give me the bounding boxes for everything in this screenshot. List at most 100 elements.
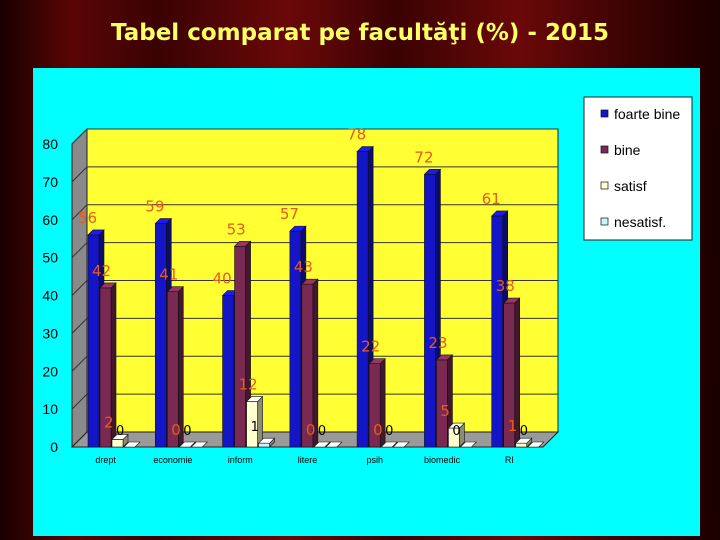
data-label: 42 — [92, 262, 111, 280]
y-tick-label: 70 — [42, 174, 58, 190]
bar-top — [514, 437, 533, 444]
y-tick-label: 80 — [42, 136, 58, 152]
data-label: 0 — [171, 421, 181, 439]
data-label: 40 — [213, 270, 232, 288]
bar-top — [99, 282, 117, 289]
bar-top — [166, 286, 185, 293]
bar-nesatisf-biomedic — [459, 441, 478, 448]
bar-nesatisf-ri — [526, 441, 545, 448]
bar-satisf-litere — [313, 441, 331, 448]
x-tick-label: psih — [367, 455, 384, 465]
data-label: 0 — [373, 421, 383, 439]
legend-swatch — [600, 181, 609, 190]
data-label: 5 — [440, 402, 450, 420]
legend-swatch — [600, 109, 609, 118]
data-label: 0 — [520, 424, 528, 439]
data-label: 59 — [145, 198, 164, 216]
bar-top — [87, 229, 105, 236]
y-tick-label: 0 — [50, 439, 58, 455]
bar-top — [380, 441, 398, 448]
y-tick-label: 10 — [42, 401, 58, 417]
bar-bine-litere — [301, 278, 319, 448]
data-label: 53 — [227, 220, 246, 238]
bar-top — [392, 441, 410, 448]
bar-top — [233, 240, 252, 247]
bar-bine-drept — [99, 282, 117, 448]
bar-satisf-inform — [245, 395, 264, 448]
x-tick-label: RI — [505, 455, 514, 465]
x-tick-label: inform — [228, 455, 253, 465]
bar-front — [515, 442, 528, 448]
gridline — [71, 317, 558, 334]
data-label: 0 — [318, 424, 326, 439]
data-label: 61 — [482, 190, 501, 208]
y-tick-label: 60 — [42, 212, 58, 228]
data-label: 0 — [452, 424, 460, 439]
data-label: 43 — [294, 258, 313, 276]
data-label: 22 — [361, 338, 380, 356]
bar-bine-psih — [368, 357, 386, 448]
data-label: 56 — [78, 209, 97, 227]
data-label: 38 — [496, 277, 515, 295]
data-label: 0 — [183, 424, 191, 439]
bar-top — [257, 437, 276, 444]
bar-satisf-biomedic — [447, 422, 466, 448]
bar-top — [190, 441, 209, 448]
bar-top — [301, 278, 319, 285]
legend-label: satisf — [614, 178, 647, 194]
bar-top — [313, 441, 331, 448]
bar-top — [123, 441, 141, 448]
data-label: 23 — [428, 334, 447, 352]
bar-nesatisf-drept — [123, 441, 141, 448]
bar-satisf-ri — [514, 437, 533, 448]
data-label: 1 — [251, 420, 259, 435]
y-tick-label: 40 — [42, 288, 58, 304]
bar-front — [491, 215, 504, 448]
bar-bine-economie — [166, 285, 185, 448]
data-label: 78 — [347, 126, 366, 144]
y-tick-label: 30 — [42, 325, 58, 341]
gridline — [71, 355, 558, 372]
bar-top — [178, 441, 197, 448]
data-label: 2 — [104, 413, 114, 431]
data-label: 0 — [306, 421, 316, 439]
data-label: 12 — [239, 376, 258, 394]
bar-bine-biomedic — [435, 354, 454, 448]
bar-nesatisf-litere — [325, 441, 343, 448]
legend-label: bine — [614, 142, 641, 158]
bar-bine-ri — [502, 297, 521, 448]
x-tick-label: economie — [153, 455, 192, 465]
bar-top — [423, 169, 442, 175]
gridline — [71, 242, 558, 258]
bar-nesatisf-inform — [257, 437, 276, 448]
x-tick-label: biomedic — [424, 455, 461, 465]
bar-top — [435, 354, 454, 361]
bar-top — [447, 422, 466, 429]
bar-top — [154, 218, 173, 224]
x-tick-label: litere — [298, 455, 318, 465]
slide-title: Tabel comparat pe facultăţi (%) - 2015 — [111, 20, 609, 46]
bar-satisf-economie — [178, 441, 197, 448]
gridline — [71, 128, 558, 145]
gridline — [71, 204, 558, 221]
bar-front — [234, 245, 246, 448]
gridline — [71, 166, 558, 183]
bar-top — [289, 225, 307, 232]
legend-swatch — [600, 217, 609, 226]
bar-satisf-psih — [380, 441, 398, 448]
data-label: 0 — [385, 424, 393, 439]
legend-label: nesatisf. — [614, 214, 666, 230]
gridline — [71, 393, 558, 410]
bar-top — [490, 210, 509, 217]
bar-front — [111, 439, 124, 448]
data-label: 41 — [159, 266, 178, 284]
bar-top — [502, 297, 521, 304]
bar-top — [111, 434, 129, 440]
bar-bine-inform — [233, 240, 252, 448]
bar-satisf-drept — [111, 433, 129, 448]
y-tick-label: 50 — [42, 250, 58, 266]
legend — [583, 96, 693, 241]
legend-swatch — [600, 145, 609, 154]
gridline — [71, 280, 558, 296]
